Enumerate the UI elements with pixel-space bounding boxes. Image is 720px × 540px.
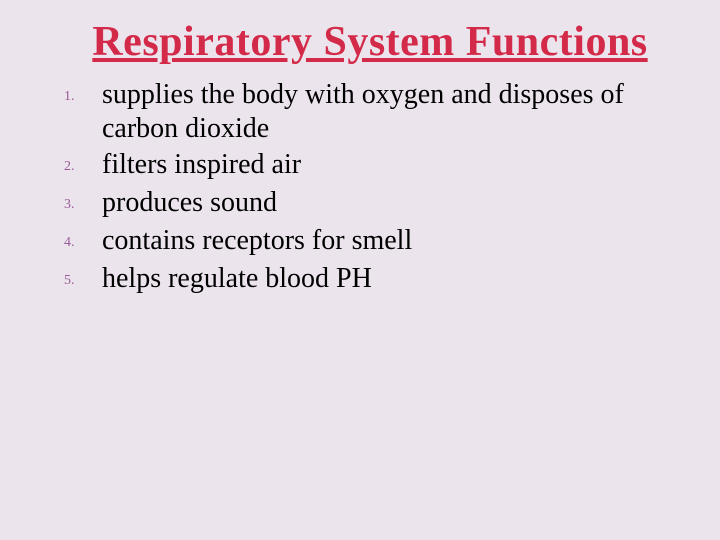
list-item-text: filters inspired air: [102, 148, 301, 182]
list-marker: 1.: [64, 78, 102, 114]
list-item: 2. filters inspired air: [64, 148, 690, 184]
list-marker: 2.: [64, 148, 102, 184]
list-item: 1. supplies the body with oxygen and dis…: [64, 78, 690, 146]
list-item-text: supplies the body with oxygen and dispos…: [102, 78, 682, 146]
list-item: 4. contains receptors for smell: [64, 224, 690, 260]
list-marker: 4.: [64, 224, 102, 260]
function-list: 1. supplies the body with oxygen and dis…: [30, 78, 690, 298]
list-item-text: helps regulate blood PH: [102, 262, 372, 296]
slide-title: Respiratory System Functions: [70, 18, 670, 66]
list-item-text: contains receptors for smell: [102, 224, 412, 258]
list-marker: 3.: [64, 186, 102, 222]
slide: Respiratory System Functions 1. supplies…: [0, 0, 720, 540]
list-item-text: produces sound: [102, 186, 277, 220]
list-marker: 5.: [64, 262, 102, 298]
list-item: 3. produces sound: [64, 186, 690, 222]
list-item: 5. helps regulate blood PH: [64, 262, 690, 298]
